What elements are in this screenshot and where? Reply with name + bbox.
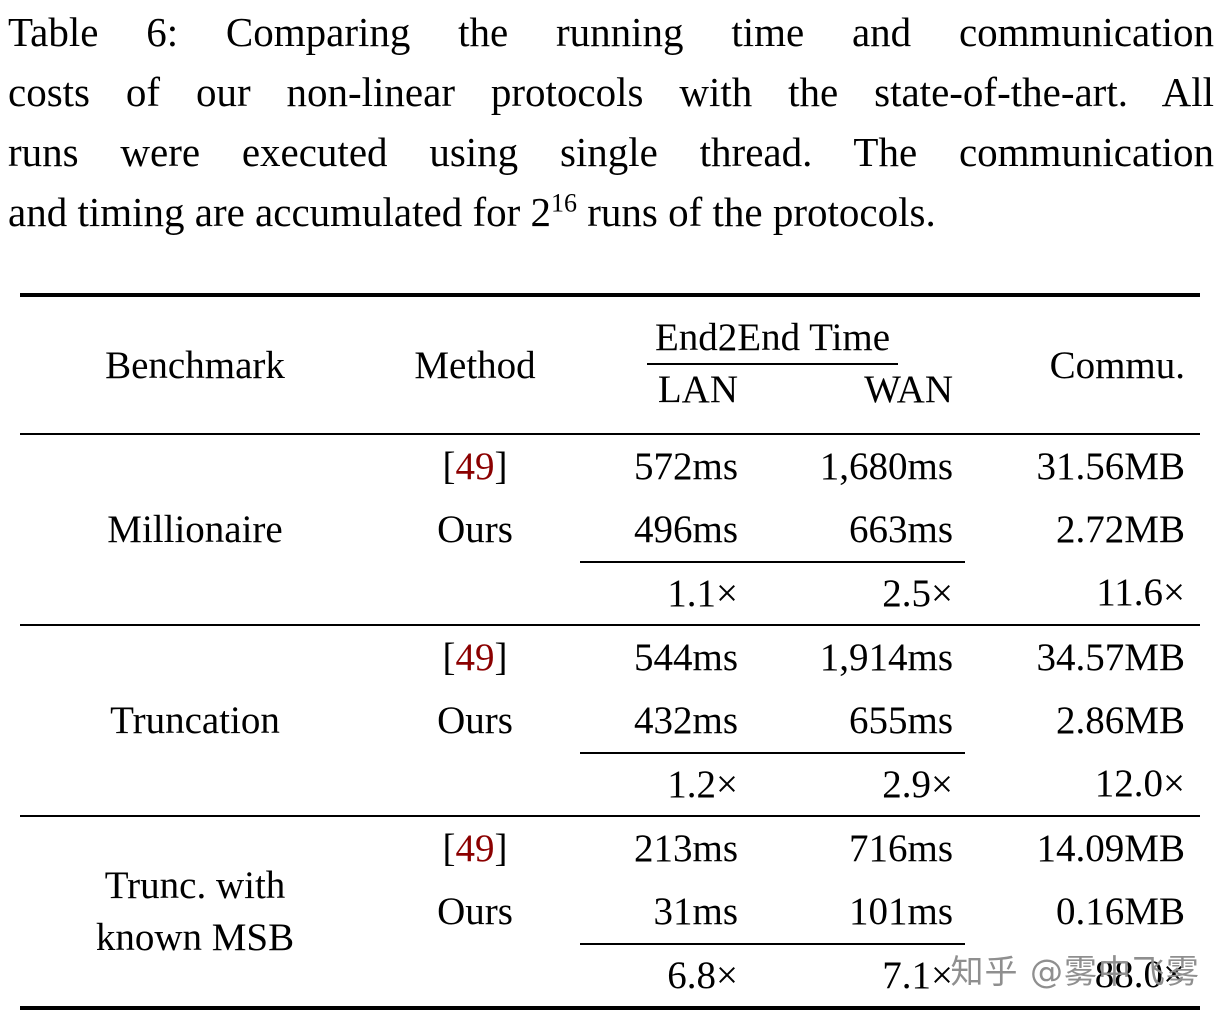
lan-time: 572ms	[633, 445, 738, 488]
zhihu-watermark: 知乎 @雾中飞雾	[950, 952, 1200, 991]
commu-size: 2.72MB	[1056, 508, 1185, 551]
speedup-wan: 7.1×	[750, 943, 965, 1006]
benchmark-label: Millionaire	[20, 435, 370, 624]
benchmark-label: Truncation	[20, 626, 370, 815]
lan-time: 544ms	[633, 636, 738, 679]
header-end2end-time: End2End Time	[580, 315, 965, 367]
wan-time: 1,914ms	[819, 636, 953, 679]
table-caption: Table 6: Comparing the running time and …	[8, 2, 1214, 242]
table-group-truncation: Truncation [49] 544ms 1,914ms 34.57MB Ou…	[20, 626, 1200, 815]
citation-link[interactable]: [49]	[370, 435, 580, 498]
speedup-wan: 2.5×	[750, 561, 965, 624]
benchmark-line-1: Truncation	[110, 698, 280, 742]
caption-line-3: runs were executed using single thread. …	[8, 129, 1214, 175]
wan-time: 716ms	[848, 827, 953, 870]
commu-size: 2.86MB	[1056, 699, 1185, 742]
benchmark-line-1: Millionaire	[107, 507, 283, 551]
citation-number[interactable]: 49	[455, 445, 495, 488]
speedup-lan: 6.8×	[580, 943, 750, 1006]
caption-line-2: costs of our non-linear protocols with t…	[8, 69, 1214, 115]
table-group-millionaire: Millionaire [49] 572ms 1,680ms 31.56MB O…	[20, 435, 1200, 624]
bottom-rule	[20, 1006, 1200, 1010]
group-rule	[20, 624, 1200, 626]
table-header: Benchmark Method End2End Time LAN WAN Co…	[20, 297, 1200, 433]
benchmark-label: Trunc. with known MSB	[20, 817, 370, 1006]
bracket-open: [	[442, 636, 456, 679]
bracket-close: ]	[494, 636, 508, 679]
commu-size: 31.56MB	[1036, 445, 1185, 488]
commu-size: 0.16MB	[1056, 890, 1185, 933]
header-method: Method	[414, 343, 536, 387]
results-table: Benchmark Method End2End Time LAN WAN Co…	[20, 293, 1200, 1010]
method-ours: Ours	[437, 508, 513, 551]
header-lan: LAN	[657, 368, 738, 411]
caption-line-4-pre: and timing are accumulated for 2	[8, 189, 552, 235]
speedup-commu: 11.6×	[1096, 571, 1185, 614]
benchmark-line-2: known MSB	[95, 915, 295, 959]
header-commu: Commu.	[1049, 343, 1185, 387]
caption-line-4: and timing are accumulated for 216 runs …	[8, 182, 1214, 242]
lan-time: 496ms	[633, 508, 738, 551]
bracket-close: ]	[494, 827, 508, 870]
header-wan: WAN	[864, 368, 953, 411]
speedup-lan: 1.2×	[580, 752, 750, 815]
speedup-commu: 12.0×	[1094, 762, 1185, 805]
wan-time: 663ms	[848, 508, 953, 551]
wan-time: 101ms	[848, 890, 953, 933]
benchmark-line-1: Trunc. with	[104, 863, 286, 907]
caption-line-4-post: runs of the protocols.	[577, 189, 936, 235]
bracket-open: [	[442, 827, 456, 870]
lan-time: 213ms	[633, 827, 738, 870]
header-end2end-label: End2End Time	[646, 315, 899, 365]
citation-link[interactable]: [49]	[370, 817, 580, 880]
citation-link[interactable]: [49]	[370, 626, 580, 689]
citation-number[interactable]: 49	[455, 827, 495, 870]
header-rule	[20, 433, 1200, 435]
top-rule	[20, 293, 1200, 297]
wan-time: 1,680ms	[819, 445, 953, 488]
commu-size: 14.09MB	[1036, 827, 1185, 870]
speedup-lan: 1.1×	[580, 561, 750, 624]
lan-time: 31ms	[653, 890, 738, 933]
bracket-open: [	[442, 445, 456, 488]
commu-size: 34.57MB	[1036, 636, 1185, 679]
speedup-wan: 2.9×	[750, 752, 965, 815]
header-benchmark: Benchmark	[105, 343, 285, 387]
bracket-close: ]	[494, 445, 508, 488]
speedup-commu: 88.0×	[1094, 953, 1185, 996]
table-group-trunc-known-msb: Trunc. with known MSB [49] 213ms 716ms 1…	[20, 817, 1200, 1006]
method-ours: Ours	[437, 890, 513, 933]
method-ours: Ours	[437, 699, 513, 742]
citation-number[interactable]: 49	[455, 636, 495, 679]
wan-time: 655ms	[848, 699, 953, 742]
group-rule	[20, 815, 1200, 817]
caption-exponent: 16	[551, 188, 578, 218]
lan-time: 432ms	[633, 699, 738, 742]
caption-line-1: Table 6: Comparing the running time and …	[8, 9, 1214, 55]
